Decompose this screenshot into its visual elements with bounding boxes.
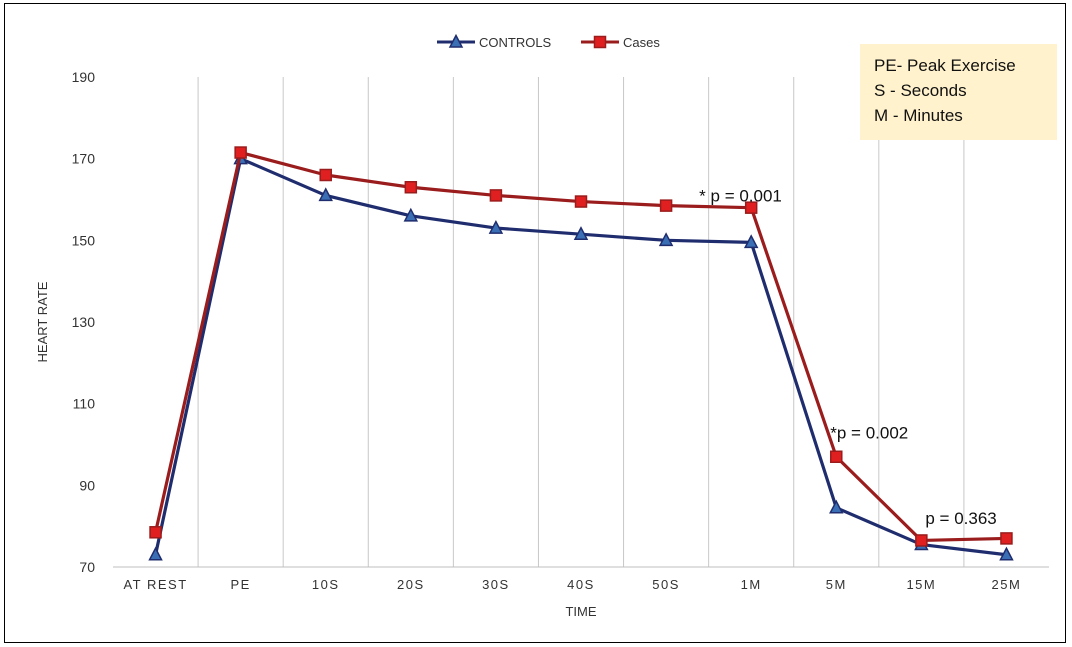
data-point-cases	[1000, 532, 1013, 545]
series-cases	[149, 146, 1013, 547]
data-point-cases	[830, 450, 843, 463]
note-line-minutes: M - Minutes	[874, 106, 963, 125]
x-tick-label: 25M	[992, 577, 1022, 592]
data-point-controls	[743, 234, 759, 249]
x-tick-label: 5M	[826, 577, 847, 592]
x-tick-label: 30S	[482, 577, 510, 592]
data-point-controls	[999, 546, 1014, 561]
x-axis-title: TIME	[565, 604, 596, 619]
data-point-controls	[573, 226, 589, 240]
x-tick-label: 15M	[906, 577, 936, 592]
annotations: * p = 0.001 *p = 0.002 p = 0.363	[699, 186, 997, 528]
data-point-cases	[149, 526, 162, 539]
data-point-controls	[148, 546, 163, 561]
data-point-cases	[744, 201, 758, 214]
abbreviation-note-box: PE- Peak Exercise S - Seconds M - Minute…	[860, 44, 1057, 140]
annotation-p-value: * p = 0.001	[699, 186, 782, 205]
data-point-cases	[659, 199, 673, 212]
annotation-p-value: *p = 0.002	[830, 423, 908, 442]
series-layer	[148, 146, 1014, 561]
data-point-controls	[403, 207, 419, 222]
data-point-cases	[234, 146, 247, 159]
chart-frame: 70 90 110 130 150 170 190 AT REST PE 10S 20S 30S 40…	[4, 3, 1066, 643]
x-tick-label: 10S	[312, 577, 340, 592]
x-tick-label: AT REST	[123, 577, 187, 592]
x-tick-labels: AT REST PE 10S 20S 30S 40S 50S 1M 5M 15M 25M	[123, 577, 1022, 592]
y-tick-labels: 70 90 110 130 150 170 190	[72, 69, 96, 575]
data-point-cases	[319, 168, 332, 182]
y-tick-label: 110	[73, 396, 96, 412]
y-tick-label: 190	[72, 69, 96, 85]
y-tick-label: 130	[72, 314, 96, 330]
y-tick-label: 150	[72, 232, 96, 248]
series-controls	[148, 150, 1014, 561]
y-tick-label: 90	[79, 477, 95, 493]
y-tick-label: 70	[79, 559, 95, 575]
data-point-controls	[318, 187, 333, 202]
data-point-controls	[829, 499, 844, 514]
x-tick-label: 40S	[567, 577, 595, 592]
data-point-controls	[488, 219, 504, 234]
vertical-gridlines	[197, 77, 965, 567]
data-point-cases	[574, 195, 588, 208]
legend-marker-cases	[593, 35, 607, 49]
note-line-seconds: S - Seconds	[874, 81, 967, 100]
data-point-cases	[489, 189, 503, 202]
x-tick-label: 1M	[741, 577, 762, 592]
data-point-cases	[915, 534, 928, 547]
x-tick-label: 20S	[397, 577, 425, 592]
x-tick-label: 50S	[652, 577, 680, 592]
y-axis-title: HEART RATE	[35, 281, 50, 362]
x-tick-label: PE	[230, 577, 250, 592]
legend-label-cases: Cases	[623, 35, 660, 50]
y-tick-label: 170	[72, 151, 96, 167]
data-point-cases	[404, 181, 418, 194]
legend: CONTROLS Cases	[437, 33, 660, 50]
annotation-p-value: p = 0.363	[925, 509, 996, 528]
data-point-controls	[658, 232, 674, 247]
legend-label-controls: CONTROLS	[479, 35, 552, 50]
line-chart: 70 90 110 130 150 170 190 AT REST PE 10S 20S 30S 40…	[35, 33, 1049, 619]
note-line-peak-exercise: PE- Peak Exercise	[874, 56, 1016, 75]
legend-marker-controls	[448, 33, 464, 48]
